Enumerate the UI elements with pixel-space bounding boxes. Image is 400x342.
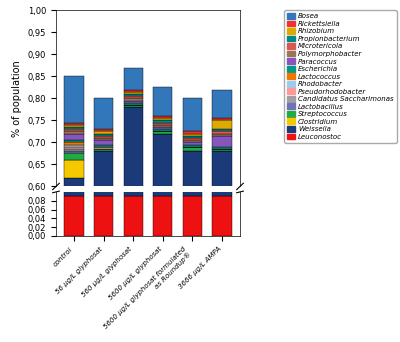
Bar [212, 118, 232, 120]
Bar [94, 129, 113, 131]
Bar [183, 136, 202, 138]
Bar [124, 92, 143, 94]
Bar [153, 125, 172, 127]
Bar [153, 120, 172, 122]
Bar [64, 140, 84, 142]
Bar [183, 140, 202, 142]
Bar [94, 98, 113, 129]
Bar [124, 67, 143, 90]
Bar [94, 134, 113, 136]
Bar [64, 145, 84, 147]
Bar [183, 134, 202, 136]
Bar [153, 131, 172, 134]
Bar [212, 134, 232, 136]
Bar [64, 147, 84, 149]
Bar [64, 0, 84, 196]
Bar [94, 131, 113, 134]
Bar [64, 129, 84, 131]
Bar [64, 149, 84, 151]
Bar [94, 140, 113, 145]
Bar [64, 151, 84, 154]
Bar [64, 125, 84, 127]
Bar [64, 76, 84, 122]
Bar [212, 0, 232, 196]
Bar [94, 147, 113, 149]
Bar [183, 0, 202, 196]
Bar [124, 98, 143, 101]
Bar [183, 142, 202, 145]
Bar [153, 87, 172, 116]
Y-axis label: % of population: % of population [12, 60, 22, 137]
Bar [64, 127, 84, 129]
Bar [153, 0, 172, 196]
Bar [64, 122, 84, 125]
Bar [212, 136, 232, 147]
Bar [124, 196, 143, 236]
Bar [153, 196, 172, 236]
Bar [183, 151, 202, 342]
Bar [124, 94, 143, 96]
Bar [183, 98, 202, 131]
Bar [124, 107, 143, 342]
Bar [64, 134, 84, 140]
Bar [94, 149, 113, 151]
Bar [124, 105, 143, 107]
Bar [94, 136, 113, 138]
Bar [183, 138, 202, 140]
Bar [212, 120, 232, 129]
Bar [153, 122, 172, 125]
Bar [153, 134, 172, 342]
Bar [124, 96, 143, 98]
Bar [64, 177, 84, 342]
Bar [153, 118, 172, 120]
Bar [212, 131, 232, 134]
Bar [212, 129, 232, 131]
Bar [212, 196, 232, 236]
Bar [64, 131, 84, 134]
Bar [212, 149, 232, 151]
Bar [94, 138, 113, 140]
Bar [212, 90, 232, 118]
Bar [64, 196, 84, 236]
Bar [153, 127, 172, 129]
Bar [153, 116, 172, 118]
Bar [94, 196, 113, 236]
Bar [183, 147, 202, 151]
Bar [124, 90, 143, 92]
Bar [64, 160, 84, 177]
Bar [183, 196, 202, 236]
Bar [124, 101, 143, 103]
Bar [94, 0, 113, 196]
Bar [183, 145, 202, 147]
Bar [212, 151, 232, 342]
Legend: Bosea, Rickettsiella, Rhizobium, Propionbacterium, Microtericola, Polymorphobact: Bosea, Rickettsiella, Rhizobium, Propion… [284, 10, 396, 143]
Bar [183, 131, 202, 134]
Bar [64, 142, 84, 145]
Bar [153, 129, 172, 131]
Bar [124, 103, 143, 105]
Bar [94, 145, 113, 147]
Bar [212, 147, 232, 149]
Bar [64, 154, 84, 160]
Bar [94, 151, 113, 342]
Bar [124, 0, 143, 196]
